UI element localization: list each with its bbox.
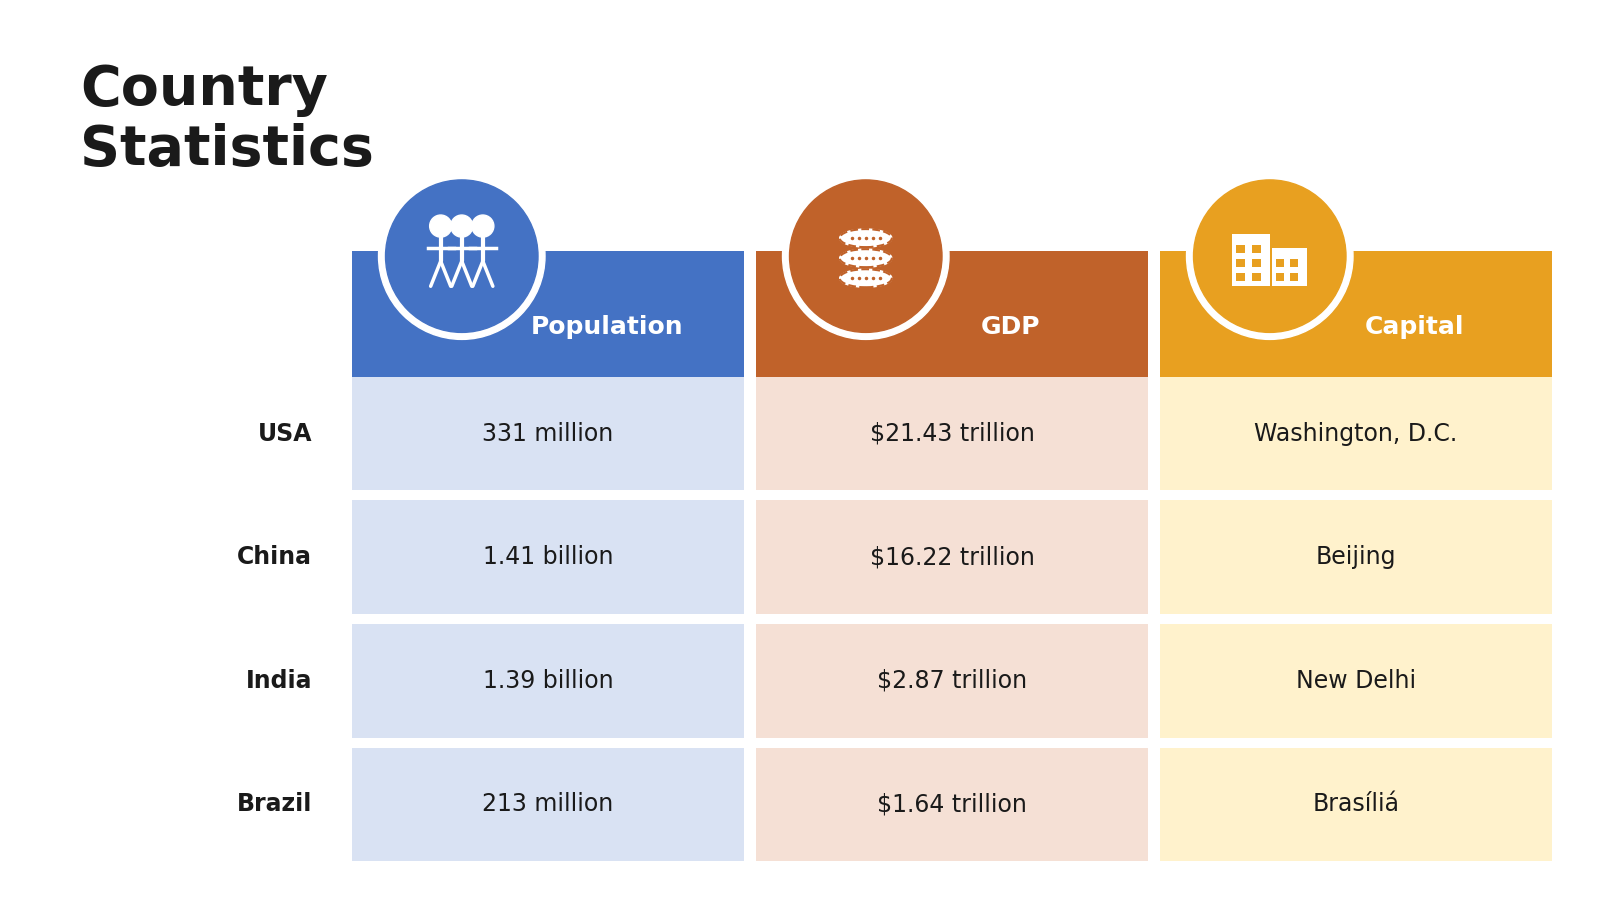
- Text: $1.64 trillion: $1.64 trillion: [877, 792, 1027, 816]
- Text: Capital: Capital: [1365, 315, 1464, 338]
- Circle shape: [386, 180, 538, 333]
- Circle shape: [782, 173, 949, 339]
- FancyBboxPatch shape: [1275, 259, 1283, 267]
- Text: India: India: [245, 669, 312, 692]
- Text: Washington, D.C.: Washington, D.C.: [1254, 422, 1458, 446]
- Text: 213 million: 213 million: [482, 792, 614, 816]
- Circle shape: [430, 215, 451, 237]
- FancyBboxPatch shape: [1232, 234, 1270, 286]
- Circle shape: [1194, 180, 1346, 333]
- Text: $21.43 trillion: $21.43 trillion: [869, 422, 1035, 446]
- Ellipse shape: [840, 249, 891, 267]
- Text: 331 million: 331 million: [482, 422, 614, 446]
- FancyBboxPatch shape: [1160, 251, 1552, 377]
- FancyBboxPatch shape: [757, 377, 1149, 491]
- Text: China: China: [237, 545, 312, 569]
- FancyBboxPatch shape: [352, 377, 744, 491]
- Text: $16.22 trillion: $16.22 trillion: [869, 545, 1035, 569]
- FancyBboxPatch shape: [1272, 248, 1307, 286]
- FancyBboxPatch shape: [1160, 501, 1552, 614]
- Ellipse shape: [840, 229, 891, 248]
- FancyBboxPatch shape: [757, 251, 1149, 377]
- FancyBboxPatch shape: [1235, 259, 1245, 267]
- Ellipse shape: [840, 269, 891, 287]
- FancyBboxPatch shape: [1235, 245, 1245, 253]
- Text: Population: Population: [531, 315, 683, 338]
- Circle shape: [472, 215, 494, 237]
- FancyBboxPatch shape: [1160, 624, 1552, 737]
- Circle shape: [1187, 173, 1354, 339]
- FancyBboxPatch shape: [1275, 274, 1283, 282]
- Text: Country
Statistics: Country Statistics: [80, 63, 374, 177]
- FancyBboxPatch shape: [1160, 377, 1552, 491]
- Text: 1.41 billion: 1.41 billion: [483, 545, 613, 569]
- FancyBboxPatch shape: [757, 501, 1149, 614]
- FancyBboxPatch shape: [1251, 274, 1261, 282]
- FancyBboxPatch shape: [352, 251, 744, 377]
- FancyBboxPatch shape: [352, 747, 744, 861]
- FancyBboxPatch shape: [1235, 274, 1245, 282]
- Circle shape: [379, 173, 546, 339]
- Text: Beijing: Beijing: [1315, 545, 1397, 569]
- Text: 1.39 billion: 1.39 billion: [483, 669, 613, 692]
- Circle shape: [789, 180, 942, 333]
- Text: GDP: GDP: [981, 315, 1040, 338]
- FancyBboxPatch shape: [352, 624, 744, 737]
- Text: Brasíliá: Brasíliá: [1312, 792, 1400, 816]
- FancyBboxPatch shape: [1160, 747, 1552, 861]
- FancyBboxPatch shape: [1251, 245, 1261, 253]
- Text: Brazil: Brazil: [237, 792, 312, 816]
- FancyBboxPatch shape: [1290, 259, 1298, 267]
- FancyBboxPatch shape: [757, 624, 1149, 737]
- Circle shape: [451, 215, 472, 237]
- Text: $2.87 trillion: $2.87 trillion: [877, 669, 1027, 692]
- Text: USA: USA: [258, 422, 312, 446]
- FancyBboxPatch shape: [1251, 259, 1261, 267]
- FancyBboxPatch shape: [757, 747, 1149, 861]
- FancyBboxPatch shape: [352, 501, 744, 614]
- Text: New Delhi: New Delhi: [1296, 669, 1416, 692]
- FancyBboxPatch shape: [1290, 274, 1298, 282]
